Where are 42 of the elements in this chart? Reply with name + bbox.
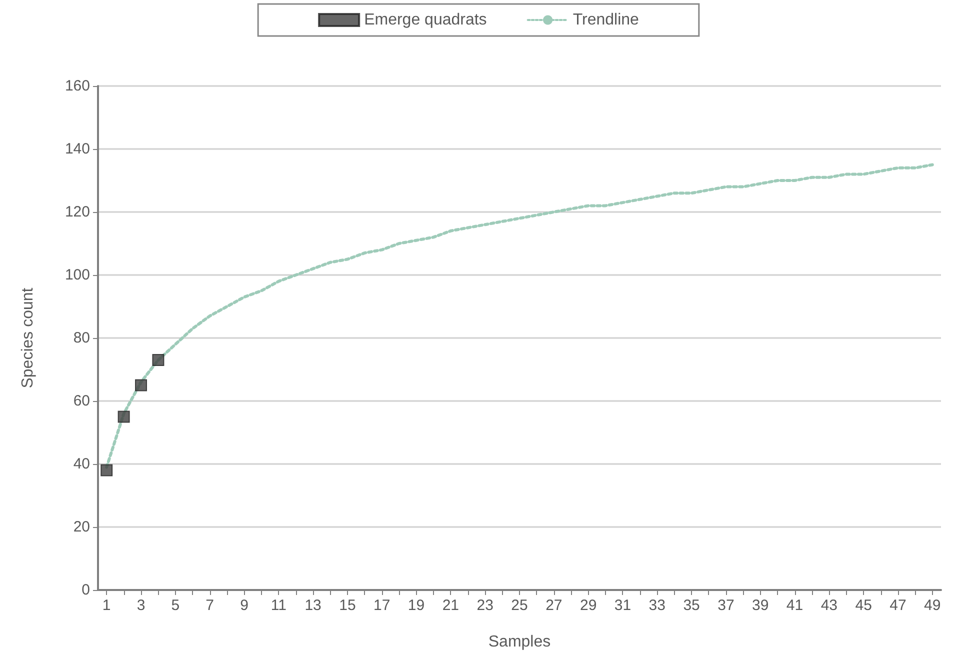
x-axis-title: Samples <box>488 634 551 650</box>
x-tick-label: 31 <box>614 597 632 614</box>
y-tick-label: 140 <box>64 140 90 158</box>
y-tick-label: 60 <box>73 392 90 410</box>
x-tick-label: 41 <box>786 597 804 614</box>
legend-label: Emerge quadrats <box>364 12 487 28</box>
x-tick-label: 49 <box>924 597 941 614</box>
point <box>152 354 164 366</box>
y-tick-label: 0 <box>82 582 90 598</box>
x-tick-label: 1 <box>102 597 111 614</box>
x-tick-label: 35 <box>683 597 700 614</box>
y-tick-label: 160 <box>64 78 90 94</box>
x-tick-label: 43 <box>820 597 838 614</box>
x-tick-label: 25 <box>511 597 528 614</box>
y-axis-title: Species count <box>20 287 36 388</box>
x-tick-label: 39 <box>752 597 769 614</box>
legend-label: Trendline <box>572 12 640 28</box>
x-tick-label: 23 <box>476 597 494 614</box>
y-tick-label: 80 <box>73 330 90 346</box>
y-tick-label: 20 <box>73 518 90 536</box>
x-tick-label: 37 <box>718 597 734 614</box>
x-tick-label: 15 <box>339 597 356 614</box>
point <box>100 464 113 476</box>
point <box>135 379 148 392</box>
x-tick-label: 21 <box>442 597 460 614</box>
y-tick-label: 120 <box>64 204 90 220</box>
point <box>118 410 130 423</box>
x-tick-label: 17 <box>374 597 390 614</box>
x-tick-label: 9 <box>240 597 248 614</box>
x-tick-label: 5 <box>171 597 180 614</box>
y-tick-label: 100 <box>64 266 90 284</box>
x-tick-label: 47 <box>890 597 906 614</box>
y-tick-label: 40 <box>73 456 90 472</box>
x-tick-label: 29 <box>580 597 597 614</box>
x-tick-label: 19 <box>408 597 425 614</box>
x-tick-label: 13 <box>304 597 322 614</box>
x-tick-label: 3 <box>136 597 146 614</box>
x-tick-label: 27 <box>546 597 562 614</box>
x-tick-label: 45 <box>855 597 872 614</box>
x-tick-label: 11 <box>270 597 286 614</box>
x-tick-label: 7 <box>206 597 214 614</box>
x-tick-label: 33 <box>648 597 666 614</box>
